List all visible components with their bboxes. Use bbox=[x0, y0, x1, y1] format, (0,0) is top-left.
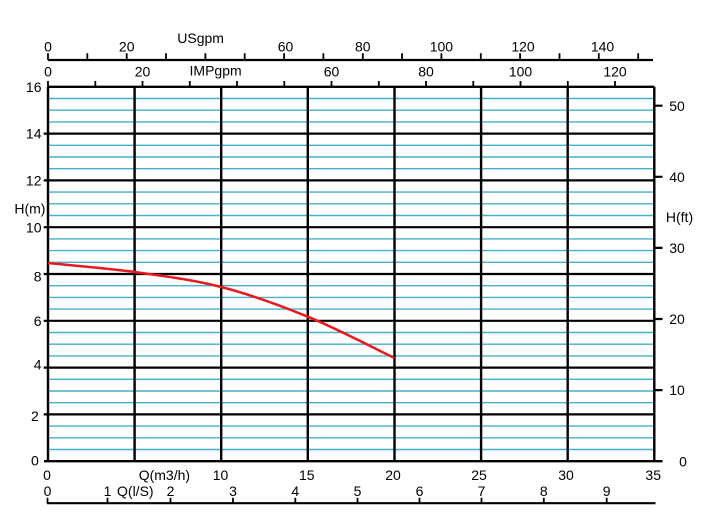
svg-text:7: 7 bbox=[478, 483, 486, 499]
svg-text:Q(m3/h): Q(m3/h) bbox=[139, 467, 190, 483]
svg-text:120: 120 bbox=[511, 38, 535, 54]
svg-text:30: 30 bbox=[558, 467, 574, 483]
svg-text:0: 0 bbox=[679, 453, 687, 469]
svg-text:20: 20 bbox=[119, 38, 135, 54]
svg-text:0: 0 bbox=[43, 467, 51, 483]
svg-text:20: 20 bbox=[385, 467, 401, 483]
svg-text:H(ft): H(ft) bbox=[666, 209, 693, 225]
svg-text:9: 9 bbox=[603, 483, 611, 499]
svg-text:0: 0 bbox=[31, 453, 39, 469]
svg-text:30: 30 bbox=[669, 240, 685, 256]
svg-text:35: 35 bbox=[645, 467, 661, 483]
svg-text:4: 4 bbox=[34, 357, 42, 373]
svg-text:Q(l/S): Q(l/S) bbox=[117, 483, 154, 499]
svg-text:15: 15 bbox=[299, 467, 315, 483]
svg-text:120: 120 bbox=[603, 63, 627, 79]
svg-text:0: 0 bbox=[44, 38, 52, 54]
svg-text:14: 14 bbox=[26, 126, 42, 142]
svg-text:60: 60 bbox=[324, 63, 340, 79]
svg-text:IMPgpm: IMPgpm bbox=[190, 63, 242, 79]
svg-text:6: 6 bbox=[416, 483, 424, 499]
svg-text:100: 100 bbox=[509, 63, 533, 79]
svg-text:4: 4 bbox=[291, 483, 299, 499]
svg-text:H(m): H(m) bbox=[14, 200, 45, 216]
svg-text:0: 0 bbox=[44, 483, 52, 499]
svg-text:2: 2 bbox=[31, 408, 39, 424]
svg-text:20: 20 bbox=[669, 311, 685, 327]
svg-text:80: 80 bbox=[355, 38, 371, 54]
svg-text:10: 10 bbox=[213, 467, 229, 483]
svg-text:10: 10 bbox=[669, 382, 685, 398]
svg-text:10: 10 bbox=[26, 219, 42, 235]
svg-text:40: 40 bbox=[669, 169, 685, 185]
svg-text:50: 50 bbox=[669, 98, 685, 114]
svg-text:1: 1 bbox=[104, 483, 112, 499]
svg-text:USgpm: USgpm bbox=[177, 30, 224, 46]
svg-text:8: 8 bbox=[540, 483, 548, 499]
svg-text:25: 25 bbox=[471, 467, 487, 483]
svg-text:0: 0 bbox=[44, 63, 52, 79]
svg-text:5: 5 bbox=[354, 483, 362, 499]
svg-text:8: 8 bbox=[34, 269, 42, 285]
svg-text:60: 60 bbox=[278, 38, 294, 54]
svg-text:16: 16 bbox=[26, 79, 42, 95]
svg-text:80: 80 bbox=[418, 63, 434, 79]
svg-text:6: 6 bbox=[34, 313, 42, 329]
svg-text:100: 100 bbox=[430, 38, 454, 54]
svg-text:20: 20 bbox=[135, 63, 151, 79]
svg-text:2: 2 bbox=[167, 483, 175, 499]
svg-text:12: 12 bbox=[26, 173, 42, 189]
svg-text:140: 140 bbox=[591, 38, 615, 54]
svg-text:3: 3 bbox=[229, 483, 237, 499]
